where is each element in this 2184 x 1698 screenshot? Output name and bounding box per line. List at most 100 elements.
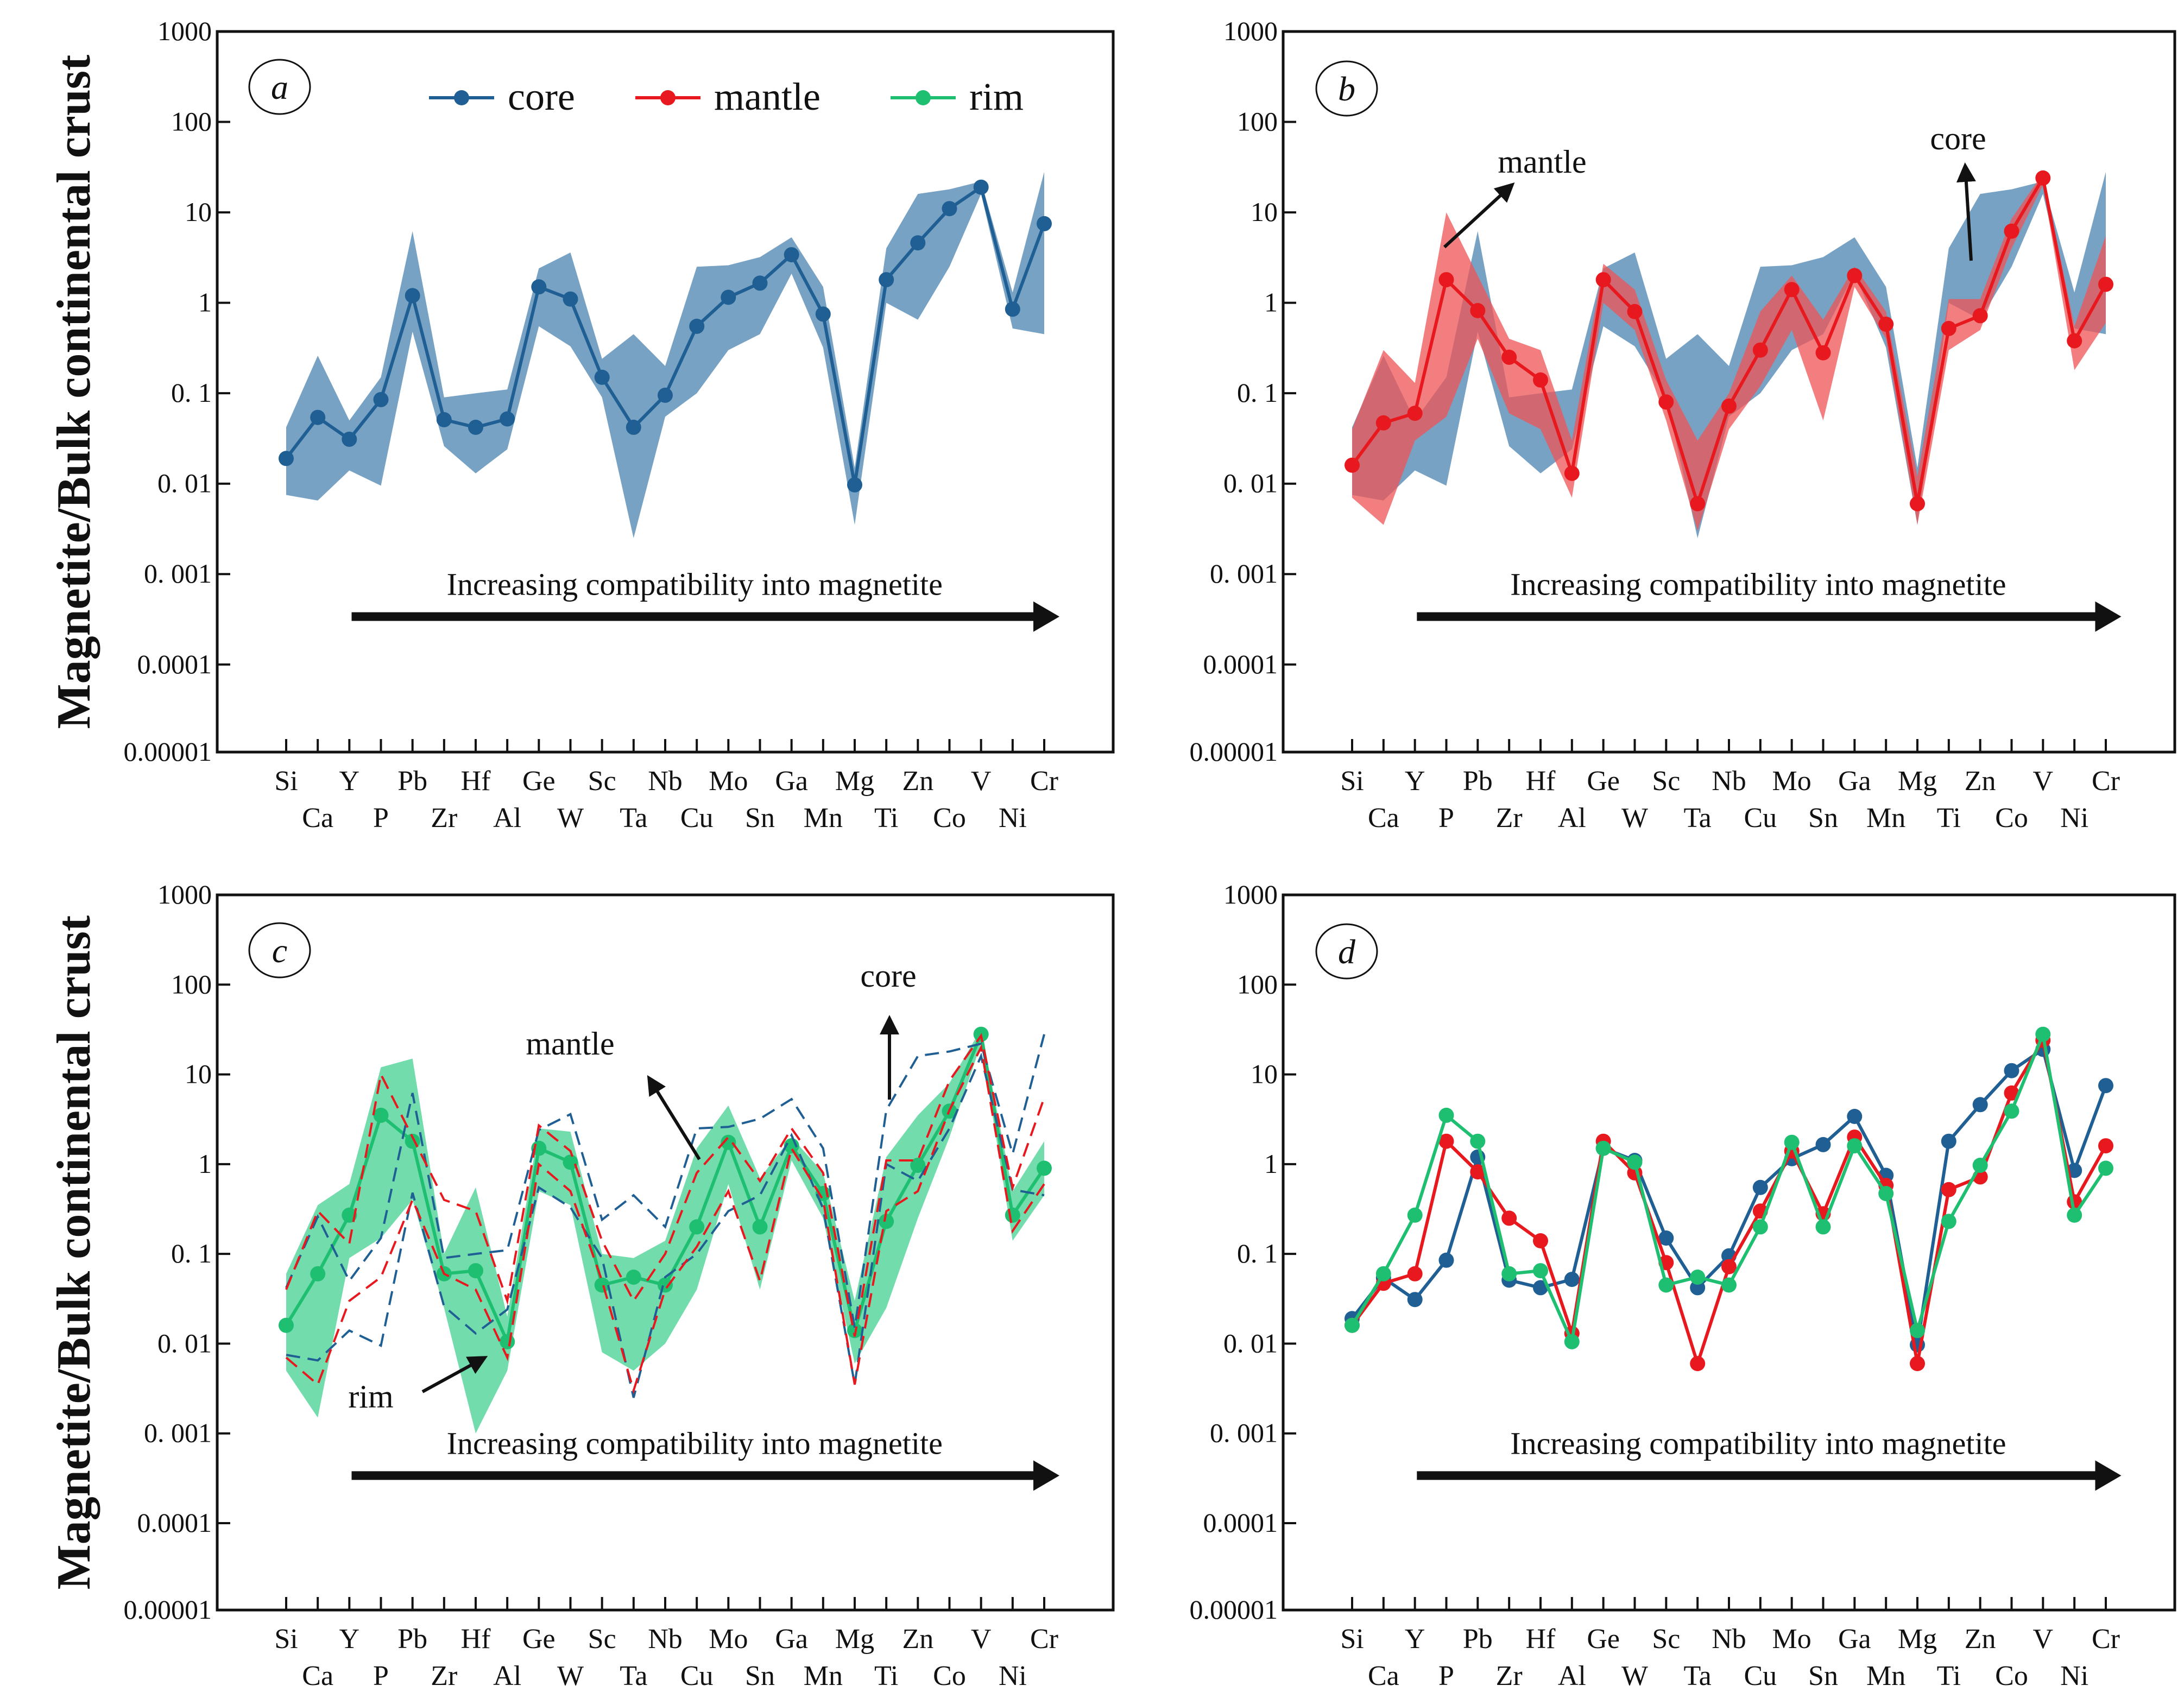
x-tick-label-bottom: Ni [999,1661,1027,1691]
compatibility-arrow-label: Increasing compatibility into magnetite [447,1425,943,1461]
x-tick-label-bottom: Zr [431,1661,457,1691]
y-tick-label: 0. 001 [1210,558,1278,589]
mantle-data-point [1407,406,1423,421]
mantle-data-point [1721,398,1737,414]
rim-data-point [279,1317,294,1333]
x-tick-label-top: Y [339,766,360,797]
x-tick-label-top: Sc [588,1624,616,1655]
y-tick-label: 0.0001 [137,1507,212,1538]
y-tick-label: 0. 001 [144,558,212,589]
x-tick-label-bottom: W [557,803,584,834]
y-tick-label: 0. 1 [1237,1238,1278,1268]
core-data-point [1438,1252,1454,1268]
mantle-data-point [1658,394,1674,410]
legend-mantle-label: mantle [714,75,820,118]
compatibility-arrow-label: Increasing compatibility into magnetite [1510,1425,2006,1461]
x-tick-label-top: Sc [1652,766,1680,797]
x-tick-label-bottom: Al [1558,1661,1586,1691]
core-data-point [784,247,799,263]
core-data-point [594,369,610,385]
core-data-point [468,419,483,435]
x-tick-label-bottom: Mn [1866,803,1905,834]
rim-data-point [2098,1160,2113,1176]
core-data-point [658,387,673,403]
x-tick-label-top: Pb [1463,1624,1493,1655]
rim-data-point [563,1154,578,1170]
rim-data-point [879,1214,894,1229]
y-axis-label: Magnetite/Bulk continental crust [48,55,100,729]
compatibility-arrow-label: Increasing compatibility into magnetite [1510,567,2006,602]
rim-data-point [2067,1207,2082,1223]
x-tick-label-top: Zn [1965,1624,1996,1655]
x-tick-label-top: Si [274,766,298,797]
x-tick-label-top: Ge [1587,766,1620,797]
x-tick-label-top: Nb [1712,766,1746,797]
legend-rim-marker [916,90,931,105]
rim-data-point [2004,1103,2019,1119]
x-tick-label-top: Y [339,1624,360,1655]
x-tick-label-bottom: Ta [1684,1661,1712,1691]
rim-data-point [1595,1140,1611,1156]
x-tick-label-top: Zn [902,766,933,797]
panel-d: 1000 100 10 1 0. 1 0. 01 0. 001 0.0001 0.00001 Si… [1190,879,2176,1691]
panel-letter: d [1338,932,1356,971]
compatibility-arrow-head [2095,1460,2122,1491]
y-tick-label: 0. 001 [144,1418,212,1448]
x-tick-label-top: Hf [1526,766,1556,797]
mantle-data-point [1910,496,1925,512]
legend: core mantle rim [429,75,1024,118]
compatibility-arrow-head [1033,1460,1059,1491]
mantle-annotation-arrow [1443,182,1515,249]
y-tick-label: 0. 1 [171,377,212,408]
rim-data-point [1407,1207,1423,1223]
x-tick-label-bottom: Mn [1866,1661,1905,1691]
x-tick-label-top: Nb [648,1624,683,1655]
core-data-point [436,412,452,427]
mantle-data-point [1438,272,1454,288]
x-tick-label-bottom: Zr [431,803,457,834]
x-tick-label-bottom: Sn [1808,803,1838,834]
core-data-point [373,392,389,407]
x-tick-label-bottom: Ca [302,803,333,834]
core-data-point [1972,1097,1988,1113]
mantle-range-band [1352,173,2106,531]
panel-letter: c [272,931,287,970]
x-tick-label-bottom: Ni [2060,1661,2088,1691]
mantle-annotation-label: mantle [1498,144,1586,180]
y-tick-label: 10 [185,1059,212,1089]
rim-data-point [721,1134,736,1150]
x-tick-label-top: Ga [1838,1624,1871,1655]
y-tick-label: 10 [1251,197,1278,227]
y-tick-label: 0. 01 [157,468,212,498]
x-tick-label-top: Sc [1652,1624,1680,1655]
x-tick-label-top: V [2033,1624,2054,1655]
x-tick-label-bottom: Co [933,1661,966,1691]
core-data-point [626,419,641,435]
x-tick-label-bottom: Cu [1744,1661,1777,1691]
core-data-point [1037,216,1052,231]
panel-letter: a [271,68,288,106]
rim-data-point [1847,1138,1863,1154]
x-tick-label-top: Cr [2092,1624,2120,1655]
legend-core-label: core [508,75,575,118]
rim-data-point [373,1107,389,1123]
x-tick-label-bottom: Ta [620,1661,647,1691]
x-tick-label-top: Ga [775,1624,808,1655]
x-tick-label-bottom: Sn [745,1661,775,1691]
rim-data-point [1690,1270,1706,1285]
legend-core-marker [454,90,469,105]
rim-data-point [1375,1266,1391,1282]
panel-letter-circle [248,59,311,115]
y-tick-label: 1 [1264,287,1278,318]
x-tick-label-bottom: Co [1995,803,2028,834]
core-data-point [563,291,578,307]
x-tick-label-bottom: Ni [999,803,1027,834]
x-tick-label-bottom: Cu [1744,803,1777,834]
x-tick-label-top: Mo [1772,1624,1811,1655]
y-tick-label: 100 [1237,106,1278,137]
rim-data-point [658,1277,673,1293]
core-data-point [2004,1063,2019,1078]
x-tick-label-top: Sc [588,766,616,797]
mantle-data-point [2098,1138,2113,1154]
y-tick-label: 100 [1237,969,1278,999]
